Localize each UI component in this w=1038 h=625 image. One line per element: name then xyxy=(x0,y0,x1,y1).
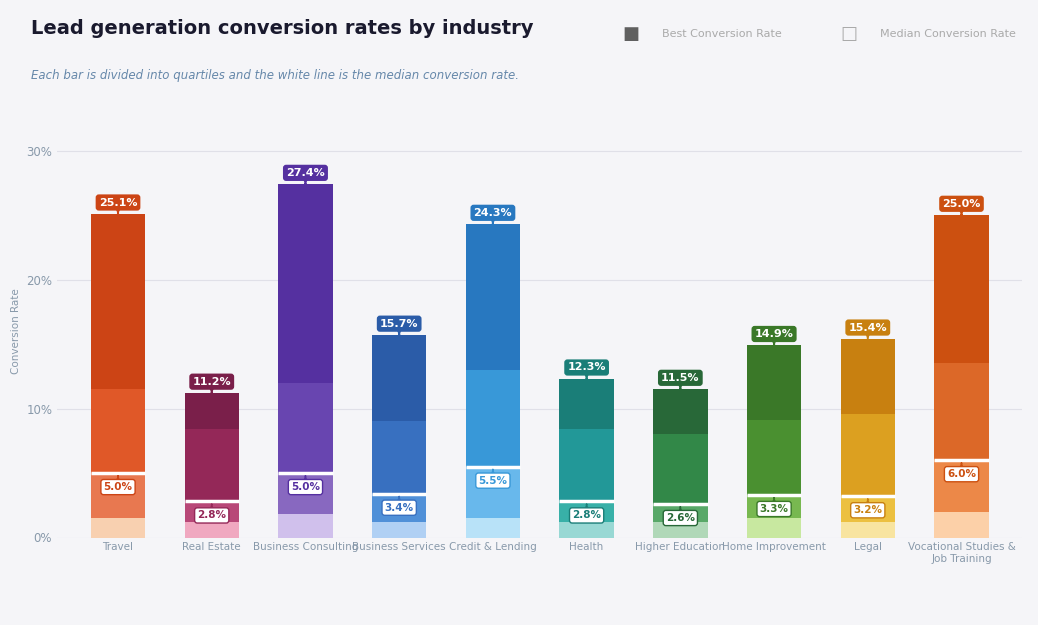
Bar xyxy=(934,512,988,538)
Text: □: □ xyxy=(841,26,857,43)
Bar xyxy=(559,429,613,501)
Bar xyxy=(278,473,332,514)
Bar xyxy=(934,460,988,512)
Text: 2.8%: 2.8% xyxy=(572,504,601,521)
Text: 11.5%: 11.5% xyxy=(661,372,700,389)
Text: 2.8%: 2.8% xyxy=(197,504,226,521)
Bar xyxy=(466,224,520,370)
Text: Lead generation conversion rates by industry: Lead generation conversion rates by indu… xyxy=(31,19,534,38)
Bar xyxy=(185,522,239,538)
Bar xyxy=(559,501,613,522)
Bar xyxy=(372,335,427,421)
Text: 3.2%: 3.2% xyxy=(853,499,882,515)
Bar xyxy=(841,496,895,522)
Text: 12.3%: 12.3% xyxy=(568,362,606,378)
Bar xyxy=(372,522,427,538)
Text: 14.9%: 14.9% xyxy=(755,329,793,345)
Bar xyxy=(91,389,145,473)
Text: Median Conversion Rate: Median Conversion Rate xyxy=(880,29,1016,39)
Text: 5.0%: 5.0% xyxy=(291,476,320,492)
Text: ■: ■ xyxy=(623,26,639,43)
Bar xyxy=(466,518,520,538)
Bar xyxy=(466,370,520,467)
Text: 3.4%: 3.4% xyxy=(385,497,414,512)
Bar xyxy=(185,393,239,429)
Bar xyxy=(934,364,988,460)
Bar xyxy=(653,504,708,522)
Bar xyxy=(372,421,427,494)
Text: 5.5%: 5.5% xyxy=(479,470,508,486)
Bar xyxy=(747,518,801,538)
Text: Each bar is divided into quartiles and the white line is the median conversion r: Each bar is divided into quartiles and t… xyxy=(31,69,519,82)
Bar xyxy=(185,501,239,522)
Bar xyxy=(91,214,145,389)
Bar xyxy=(653,522,708,538)
Bar xyxy=(559,522,613,538)
Bar xyxy=(747,495,801,518)
Text: 25.0%: 25.0% xyxy=(943,199,981,215)
Bar xyxy=(559,379,613,429)
Bar xyxy=(841,339,895,414)
Bar xyxy=(185,429,239,501)
Bar xyxy=(278,382,332,473)
Bar xyxy=(278,184,332,382)
Bar xyxy=(653,389,708,434)
Text: 5.0%: 5.0% xyxy=(104,476,133,492)
Text: 27.4%: 27.4% xyxy=(286,168,325,184)
Bar xyxy=(934,215,988,364)
Bar xyxy=(278,514,332,538)
Bar xyxy=(841,414,895,496)
Text: 6.0%: 6.0% xyxy=(947,463,976,479)
Bar xyxy=(747,346,801,420)
Text: 25.1%: 25.1% xyxy=(99,198,137,213)
Y-axis label: Conversion Rate: Conversion Rate xyxy=(10,288,21,374)
Text: 24.3%: 24.3% xyxy=(473,208,512,224)
Bar xyxy=(841,522,895,538)
Text: 11.2%: 11.2% xyxy=(192,377,231,392)
Bar xyxy=(372,494,427,522)
Bar xyxy=(466,467,520,518)
Text: Best Conversion Rate: Best Conversion Rate xyxy=(662,29,782,39)
Bar xyxy=(653,434,708,504)
Text: 15.4%: 15.4% xyxy=(848,322,887,339)
Text: 15.7%: 15.7% xyxy=(380,319,418,334)
Bar xyxy=(91,518,145,538)
Text: 2.6%: 2.6% xyxy=(665,507,694,523)
Bar xyxy=(91,473,145,518)
Text: 3.3%: 3.3% xyxy=(760,498,789,514)
Bar xyxy=(747,420,801,495)
